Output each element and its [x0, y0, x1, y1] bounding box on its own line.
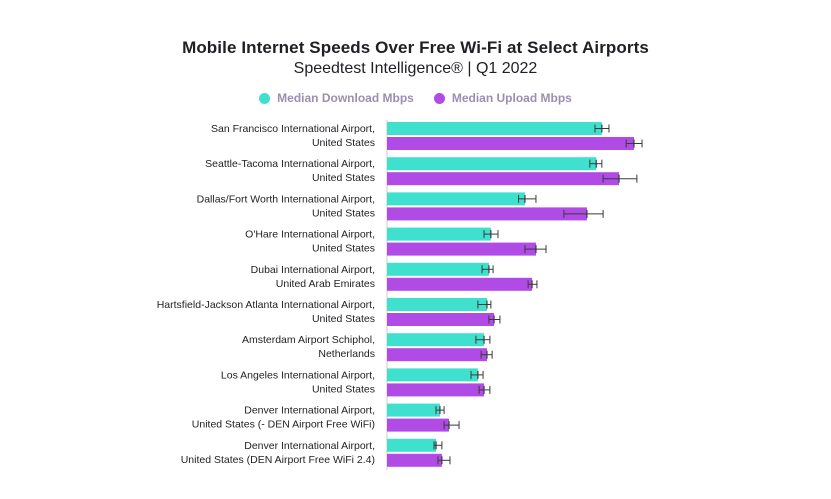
category-label-line: Dubai International Airport, — [251, 264, 375, 276]
bar-upload — [387, 383, 485, 397]
category-label: O'Hare International Airport, United Stat… — [245, 229, 375, 255]
legend-swatch-download — [259, 92, 271, 104]
bar-download — [387, 227, 491, 241]
category-label-line: Dallas/Fort Worth International Airport, — [197, 193, 375, 205]
category-label-line: United States — [312, 313, 375, 325]
category-label: Seattle-Tacoma International Airport, Uni… — [205, 158, 375, 184]
category-label-line: Netherlands — [318, 348, 375, 360]
category-label: Los Angeles International Airport, United… — [221, 369, 375, 395]
legend-item-download: Median Download Mbps — [259, 91, 414, 105]
category-label-line: Seattle-Tacoma International Airport, — [205, 158, 375, 170]
bar-upload — [387, 207, 587, 221]
category-label-line: Amsterdam Airport Schiphol, — [242, 334, 375, 346]
bar-upload — [387, 453, 442, 467]
chart-subtitle: Speedtest Intelligence® | Q1 2022 — [293, 60, 538, 77]
legend: Median Download Mbps Median Upload Mbps — [0, 91, 831, 105]
category-label: San Francisco International Airport, Unit… — [211, 123, 375, 149]
category-label-line: United States — [312, 137, 375, 149]
bar-download — [387, 333, 485, 347]
category-label-line: Denver International Airport, — [244, 440, 375, 452]
category-label: Hartsfield-Jackson Atlanta International… — [157, 299, 375, 325]
bar-upload — [387, 172, 620, 186]
category-label-line: United States — [312, 243, 375, 255]
bar-upload — [387, 313, 495, 326]
category-label: Dubai International Airport, United Arab … — [251, 264, 375, 290]
category-label: Dallas/Fort Worth International Airport,… — [197, 193, 375, 219]
category-label-line: United States (DEN Airport Free WiFi 2.4… — [181, 454, 375, 466]
bar-upload — [387, 277, 533, 291]
category-label-line: San Francisco International Airport, — [211, 123, 375, 135]
category-label-line: United States (- DEN Airport Free WiFi) — [192, 419, 375, 431]
bar-download — [387, 157, 597, 171]
bar-download — [387, 368, 478, 382]
category-label: Denver International Airport, United Stat… — [192, 405, 375, 431]
legend-label-download: Median Download Mbps — [277, 91, 414, 105]
bar-upload — [387, 137, 634, 150]
bar-download — [387, 298, 487, 311]
bar-download — [387, 192, 525, 206]
category-label: Denver International Airport, United Stat… — [181, 440, 375, 466]
category-label-line: Hartsfield-Jackson Atlanta International… — [157, 299, 375, 311]
category-label-line: United Arab Emirates — [276, 278, 375, 290]
legend-label-upload: Median Upload Mbps — [451, 91, 572, 105]
legend-item-upload: Median Upload Mbps — [433, 91, 572, 105]
category-label-line: Los Angeles International Airport, — [221, 369, 375, 381]
bar-download — [387, 438, 436, 452]
bar-upload — [387, 242, 536, 256]
bar-upload — [387, 348, 487, 362]
chart-title: Mobile Internet Speeds Over Free Wi-Fi a… — [182, 38, 649, 57]
category-label-line: Denver International Airport, — [244, 405, 375, 417]
category-label-line: United States — [312, 383, 375, 395]
category-label-line: O'Hare International Airport, — [245, 229, 375, 241]
legend-swatch-upload — [433, 92, 445, 104]
bar-upload — [387, 418, 449, 432]
bar-download — [387, 403, 440, 417]
bar-download — [387, 122, 602, 135]
category-label: Amsterdam Airport Schiphol, Netherlands — [242, 334, 375, 360]
category-label-line: United States — [312, 172, 375, 184]
category-label-line: United States — [312, 207, 375, 219]
bar-download — [387, 262, 489, 276]
